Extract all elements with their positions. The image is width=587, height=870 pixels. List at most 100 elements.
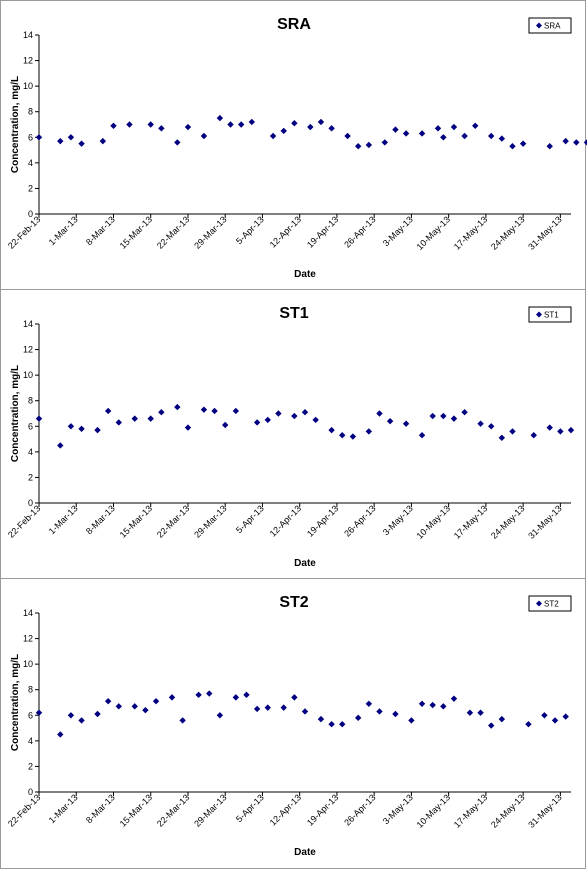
data-point: [301, 409, 309, 416]
data-point: [344, 132, 351, 140]
legend-label: ST1: [544, 311, 559, 320]
y-tick-label: 8: [28, 685, 33, 695]
data-point: [269, 132, 277, 140]
data-point: [94, 426, 101, 434]
data-point: [195, 691, 202, 699]
x-tick-label: 1-Mar-13: [47, 214, 80, 247]
data-point: [115, 419, 122, 426]
x-tick-label: 31-May-13: [526, 503, 563, 540]
data-point: [562, 713, 569, 720]
legend-box: [528, 306, 572, 323]
data-point: [174, 403, 181, 411]
x-tick-label: 12-Apr-13: [268, 792, 303, 827]
data-point: [562, 137, 569, 145]
data-point: [200, 406, 208, 413]
data-point: [339, 432, 346, 439]
x-tick-label: 10-May-13: [415, 214, 452, 251]
chart-panel-sra: SRA 0 2 4 6 8 10 12 14 22-Feb-13 1-Mar-13 8-Mar-13 1…: [0, 0, 587, 290]
data-point: [530, 432, 537, 439]
x-tick-label: 22-Mar-13: [155, 503, 191, 539]
data-point: [488, 132, 495, 140]
data-point: [488, 722, 495, 729]
data-point: [206, 690, 213, 697]
y-tick-label: 2: [28, 183, 33, 193]
data-point: [498, 135, 506, 142]
x-tick-label: 22-Mar-13: [155, 214, 191, 250]
y-tick-label: 14: [23, 608, 33, 618]
data-point: [418, 432, 426, 439]
data-point: [131, 703, 138, 710]
data-point: [392, 126, 399, 133]
data-point: [67, 712, 75, 719]
data-point: [376, 410, 383, 417]
data-point: [147, 121, 154, 128]
data-point: [57, 137, 64, 145]
x-tick-label: 29-Mar-13: [192, 503, 228, 539]
data-point: [328, 125, 335, 132]
data-point: [78, 140, 85, 147]
x-tick-label: 26-Apr-13: [342, 503, 377, 538]
data-point: [104, 407, 112, 415]
y-tick-label: 2: [28, 761, 33, 771]
data-point: [291, 694, 298, 701]
data-point: [307, 123, 314, 131]
data-point: [317, 118, 325, 126]
data-point: [317, 715, 325, 723]
data-point: [509, 143, 516, 150]
data-point: [253, 419, 261, 426]
x-tick-label: 24-May-13: [489, 214, 526, 251]
y-tick-label: 8: [28, 396, 33, 406]
data-point: [381, 139, 388, 146]
data-point: [519, 140, 527, 147]
data-point: [67, 423, 75, 430]
x-tick-label: 22-Feb-13: [6, 792, 42, 828]
x-tick-label: 1-Mar-13: [47, 792, 80, 825]
x-tick-label: 19-Apr-13: [305, 214, 340, 249]
data-point: [328, 426, 335, 434]
data-point: [126, 121, 133, 128]
x-tick-label: 26-Apr-13: [342, 214, 377, 249]
data-point: [551, 717, 559, 724]
chart-panel-st2: ST2 0 2 4 6 8 10 12 14 22-Feb-13 1-Mar-13 8-Mar-13 1…: [0, 578, 586, 869]
data-point: [184, 424, 192, 431]
y-axis-title: Concentration, mg/L: [10, 654, 21, 751]
data-point: [78, 425, 85, 433]
y-tick-label: 6: [28, 421, 33, 431]
data-point: [131, 415, 138, 422]
x-tick-label: 31-May-13: [526, 214, 563, 251]
data-point: [158, 409, 165, 416]
x-tick-label: 26-Apr-13: [342, 792, 377, 827]
x-tick-label: 10-May-13: [415, 503, 452, 540]
x-tick-label: 12-Apr-13: [268, 214, 303, 249]
y-tick-label: 10: [23, 81, 33, 91]
data-point: [541, 712, 548, 719]
x-tick-label: 15-Mar-13: [118, 792, 154, 828]
x-tick-label: 10-May-13: [415, 792, 452, 829]
data-point: [450, 123, 458, 131]
data-point: [339, 721, 346, 728]
data-point: [402, 420, 410, 427]
x-tick-label: 19-Apr-13: [305, 792, 340, 827]
legend-label: SRA: [544, 22, 561, 31]
data-point: [152, 698, 160, 705]
x-tick-label: 3-May-13: [381, 792, 415, 826]
data-point: [392, 710, 399, 718]
data-point: [264, 416, 271, 424]
data-point: [546, 424, 553, 431]
x-tick-label: 1-Mar-13: [47, 503, 80, 536]
data-point: [450, 415, 458, 422]
data-point: [67, 134, 75, 141]
data-point: [227, 121, 234, 128]
data-point: [253, 705, 261, 713]
y-tick-label: 10: [23, 659, 33, 669]
data-point: [418, 130, 426, 137]
legend-marker: [536, 22, 542, 29]
data-point: [237, 121, 245, 128]
data-point: [365, 141, 373, 149]
x-tick-label: 12-Apr-13: [268, 503, 303, 538]
data-point: [477, 709, 484, 716]
legend-box: [528, 595, 572, 612]
